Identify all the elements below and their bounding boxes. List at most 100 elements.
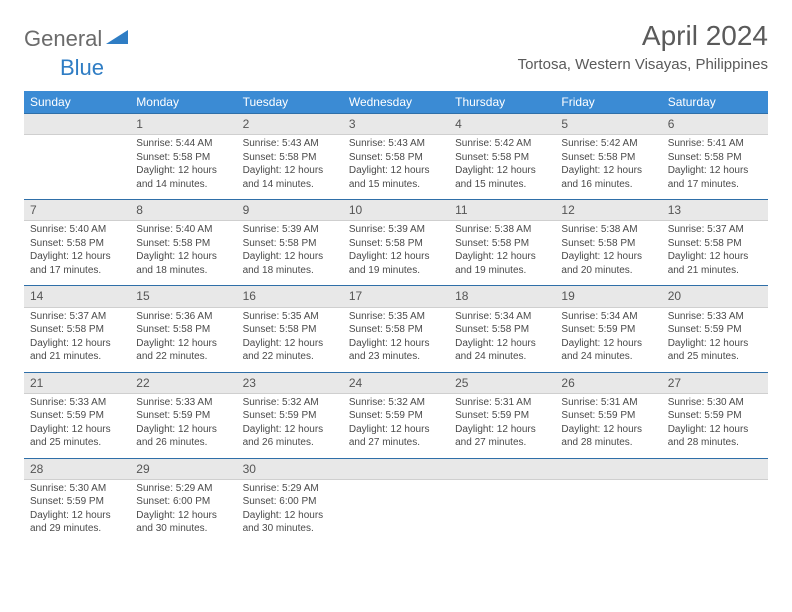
day-number-cell: 24 bbox=[343, 372, 449, 393]
daylight-text: Daylight: 12 hours and 17 minutes. bbox=[668, 164, 762, 191]
day-number-cell bbox=[555, 458, 661, 479]
logo-word-2: Blue bbox=[60, 55, 104, 81]
day-data-cell: Sunrise: 5:38 AMSunset: 5:58 PMDaylight:… bbox=[449, 221, 555, 286]
day-number-cell: 3 bbox=[343, 114, 449, 135]
daylight-text: Daylight: 12 hours and 22 minutes. bbox=[243, 337, 337, 364]
day-data-cell: Sunrise: 5:34 AMSunset: 5:59 PMDaylight:… bbox=[555, 307, 661, 372]
day-data-cell: Sunrise: 5:32 AMSunset: 5:59 PMDaylight:… bbox=[343, 393, 449, 458]
daylight-text: Daylight: 12 hours and 23 minutes. bbox=[349, 337, 443, 364]
logo-word-1: General bbox=[24, 26, 102, 52]
sunrise-text: Sunrise: 5:31 AM bbox=[561, 396, 655, 410]
day-number-cell: 17 bbox=[343, 286, 449, 307]
daylight-text: Daylight: 12 hours and 30 minutes. bbox=[136, 509, 230, 536]
sunrise-text: Sunrise: 5:41 AM bbox=[668, 137, 762, 151]
daylight-text: Daylight: 12 hours and 24 minutes. bbox=[561, 337, 655, 364]
month-title: April 2024 bbox=[518, 20, 768, 52]
day-data-cell: Sunrise: 5:29 AMSunset: 6:00 PMDaylight:… bbox=[130, 479, 236, 544]
day-number-cell: 11 bbox=[449, 200, 555, 221]
day-header: Saturday bbox=[662, 91, 768, 114]
day-data-cell: Sunrise: 5:30 AMSunset: 5:59 PMDaylight:… bbox=[24, 479, 130, 544]
daylight-text: Daylight: 12 hours and 21 minutes. bbox=[668, 250, 762, 277]
day-number-row: 282930 bbox=[24, 458, 768, 479]
sunrise-text: Sunrise: 5:35 AM bbox=[349, 310, 443, 324]
sunset-text: Sunset: 5:58 PM bbox=[455, 323, 549, 337]
day-number-cell: 14 bbox=[24, 286, 130, 307]
daylight-text: Daylight: 12 hours and 26 minutes. bbox=[243, 423, 337, 450]
day-number-cell: 27 bbox=[662, 372, 768, 393]
sunset-text: Sunset: 6:00 PM bbox=[136, 495, 230, 509]
sunset-text: Sunset: 5:58 PM bbox=[561, 237, 655, 251]
sunset-text: Sunset: 5:59 PM bbox=[668, 323, 762, 337]
sunset-text: Sunset: 5:58 PM bbox=[349, 237, 443, 251]
sunset-text: Sunset: 5:59 PM bbox=[136, 409, 230, 423]
day-data-cell: Sunrise: 5:31 AMSunset: 5:59 PMDaylight:… bbox=[449, 393, 555, 458]
daylight-text: Daylight: 12 hours and 21 minutes. bbox=[30, 337, 124, 364]
sunset-text: Sunset: 5:58 PM bbox=[349, 151, 443, 165]
day-number-cell: 25 bbox=[449, 372, 555, 393]
day-number-cell: 7 bbox=[24, 200, 130, 221]
sunset-text: Sunset: 5:59 PM bbox=[455, 409, 549, 423]
day-data-cell: Sunrise: 5:43 AMSunset: 5:58 PMDaylight:… bbox=[343, 135, 449, 200]
day-number-cell: 19 bbox=[555, 286, 661, 307]
sunrise-text: Sunrise: 5:35 AM bbox=[243, 310, 337, 324]
day-header: Thursday bbox=[449, 91, 555, 114]
daylight-text: Daylight: 12 hours and 27 minutes. bbox=[455, 423, 549, 450]
sunrise-text: Sunrise: 5:42 AM bbox=[455, 137, 549, 151]
day-number-cell bbox=[662, 458, 768, 479]
day-number-cell bbox=[343, 458, 449, 479]
sunrise-text: Sunrise: 5:38 AM bbox=[455, 223, 549, 237]
daylight-text: Daylight: 12 hours and 19 minutes. bbox=[349, 250, 443, 277]
daylight-text: Daylight: 12 hours and 18 minutes. bbox=[136, 250, 230, 277]
day-data-cell: Sunrise: 5:33 AMSunset: 5:59 PMDaylight:… bbox=[662, 307, 768, 372]
day-data-cell: Sunrise: 5:39 AMSunset: 5:58 PMDaylight:… bbox=[343, 221, 449, 286]
sunrise-text: Sunrise: 5:39 AM bbox=[243, 223, 337, 237]
sunrise-text: Sunrise: 5:38 AM bbox=[561, 223, 655, 237]
day-data-cell: Sunrise: 5:42 AMSunset: 5:58 PMDaylight:… bbox=[449, 135, 555, 200]
sunrise-text: Sunrise: 5:29 AM bbox=[136, 482, 230, 496]
title-block: April 2024 Tortosa, Western Visayas, Phi… bbox=[518, 20, 768, 73]
day-number-cell: 18 bbox=[449, 286, 555, 307]
day-data-cell bbox=[449, 479, 555, 544]
day-data-cell: Sunrise: 5:36 AMSunset: 5:58 PMDaylight:… bbox=[130, 307, 236, 372]
calendar-table: Sunday Monday Tuesday Wednesday Thursday… bbox=[24, 91, 768, 544]
day-data-cell: Sunrise: 5:40 AMSunset: 5:58 PMDaylight:… bbox=[24, 221, 130, 286]
sunrise-text: Sunrise: 5:31 AM bbox=[455, 396, 549, 410]
day-data-cell: Sunrise: 5:31 AMSunset: 5:59 PMDaylight:… bbox=[555, 393, 661, 458]
sunrise-text: Sunrise: 5:42 AM bbox=[561, 137, 655, 151]
sunset-text: Sunset: 5:59 PM bbox=[30, 495, 124, 509]
sunrise-text: Sunrise: 5:34 AM bbox=[455, 310, 549, 324]
sunset-text: Sunset: 5:59 PM bbox=[243, 409, 337, 423]
day-data-cell bbox=[343, 479, 449, 544]
daylight-text: Daylight: 12 hours and 18 minutes. bbox=[243, 250, 337, 277]
day-header: Sunday bbox=[24, 91, 130, 114]
day-number-row: 14151617181920 bbox=[24, 286, 768, 307]
day-header: Monday bbox=[130, 91, 236, 114]
sunset-text: Sunset: 5:58 PM bbox=[136, 237, 230, 251]
sunset-text: Sunset: 5:58 PM bbox=[243, 151, 337, 165]
day-data-cell bbox=[24, 135, 130, 200]
day-number-cell: 26 bbox=[555, 372, 661, 393]
day-data-cell bbox=[662, 479, 768, 544]
sunset-text: Sunset: 5:58 PM bbox=[668, 237, 762, 251]
sunset-text: Sunset: 5:59 PM bbox=[30, 409, 124, 423]
day-number-row: 78910111213 bbox=[24, 200, 768, 221]
sunset-text: Sunset: 5:58 PM bbox=[455, 237, 549, 251]
day-data-row: Sunrise: 5:37 AMSunset: 5:58 PMDaylight:… bbox=[24, 307, 768, 372]
day-number-row: 21222324252627 bbox=[24, 372, 768, 393]
sunset-text: Sunset: 5:59 PM bbox=[561, 409, 655, 423]
daylight-text: Daylight: 12 hours and 22 minutes. bbox=[136, 337, 230, 364]
day-data-cell: Sunrise: 5:39 AMSunset: 5:58 PMDaylight:… bbox=[237, 221, 343, 286]
day-number-cell: 4 bbox=[449, 114, 555, 135]
day-data-cell: Sunrise: 5:40 AMSunset: 5:58 PMDaylight:… bbox=[130, 221, 236, 286]
day-number-cell: 20 bbox=[662, 286, 768, 307]
sunset-text: Sunset: 5:58 PM bbox=[349, 323, 443, 337]
day-number-cell: 10 bbox=[343, 200, 449, 221]
day-number-cell: 21 bbox=[24, 372, 130, 393]
logo: General bbox=[24, 26, 130, 52]
sunrise-text: Sunrise: 5:37 AM bbox=[668, 223, 762, 237]
sunrise-text: Sunrise: 5:32 AM bbox=[243, 396, 337, 410]
daylight-text: Daylight: 12 hours and 25 minutes. bbox=[30, 423, 124, 450]
day-number-cell bbox=[449, 458, 555, 479]
day-data-cell: Sunrise: 5:44 AMSunset: 5:58 PMDaylight:… bbox=[130, 135, 236, 200]
day-data-cell: Sunrise: 5:32 AMSunset: 5:59 PMDaylight:… bbox=[237, 393, 343, 458]
